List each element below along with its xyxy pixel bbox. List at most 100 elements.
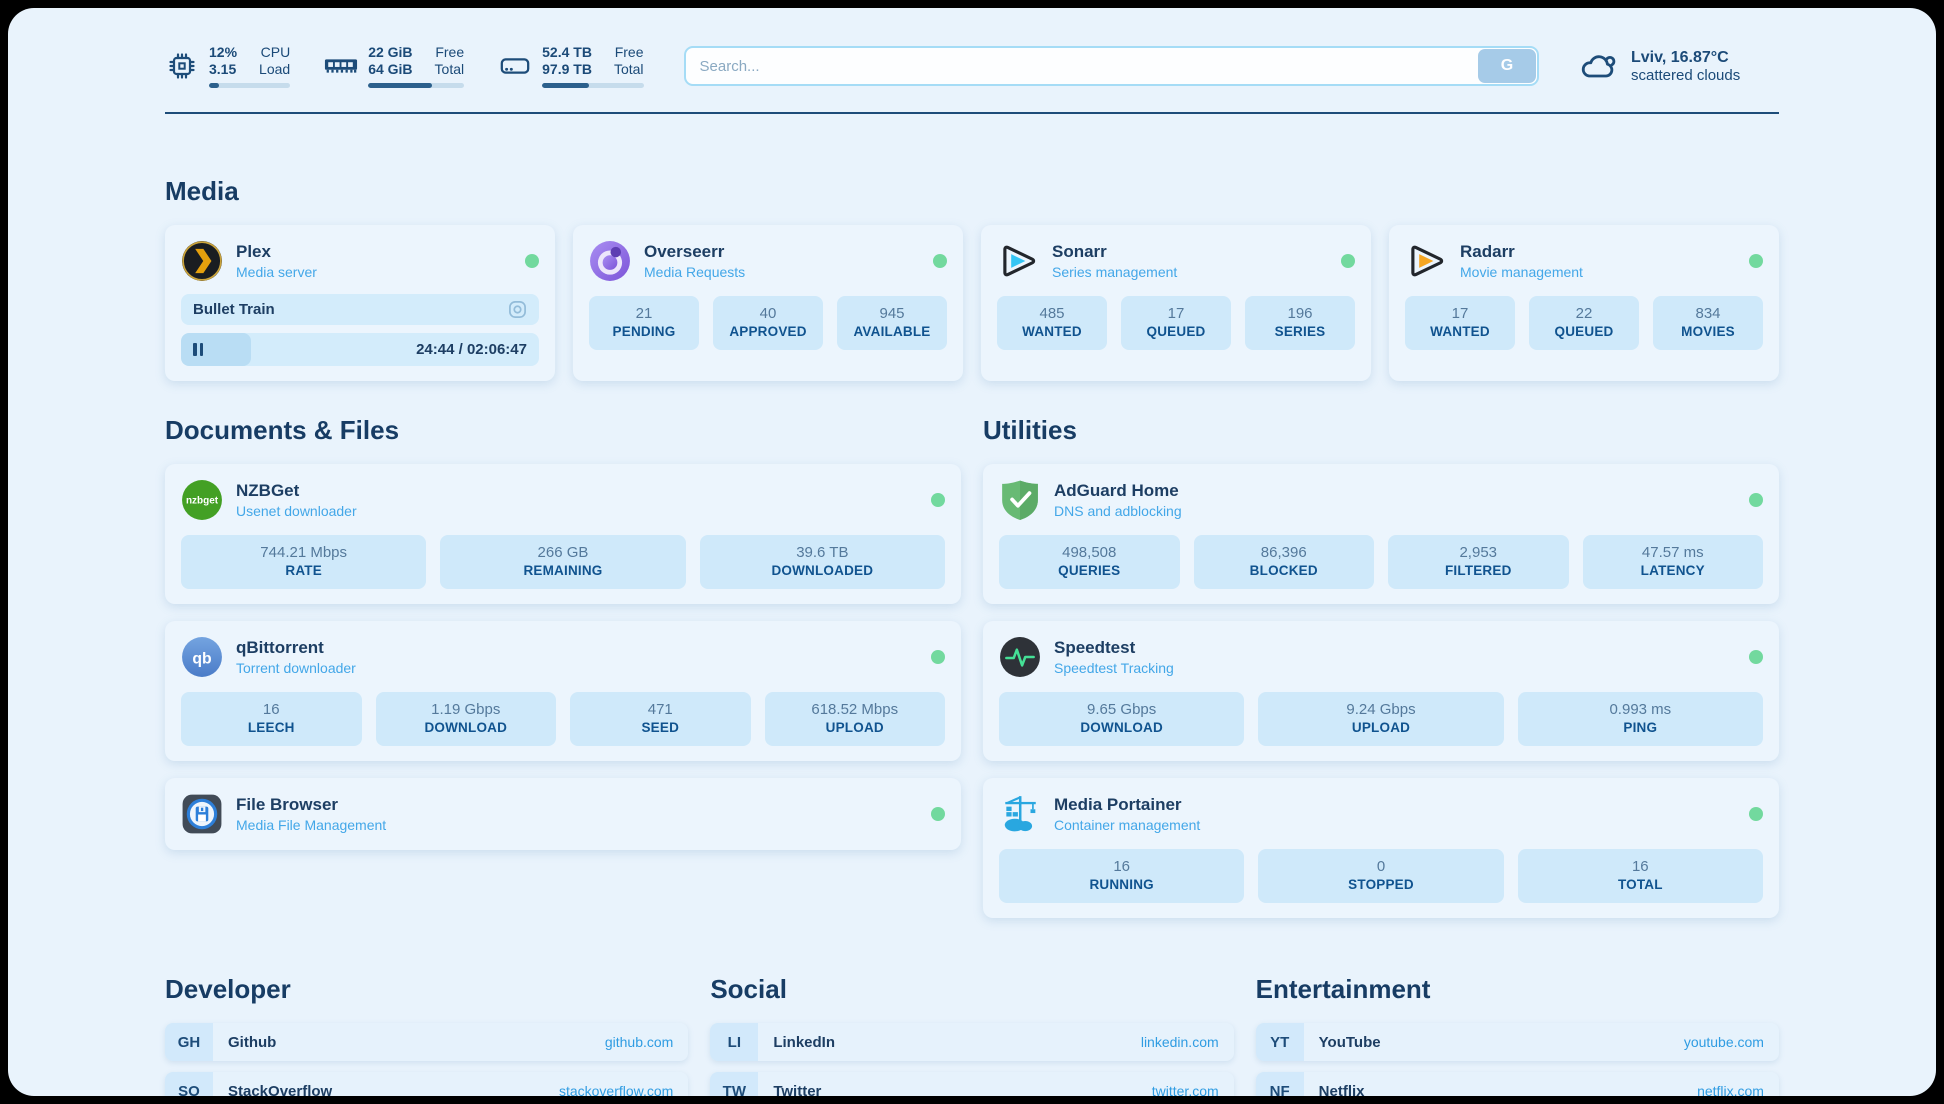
tile-value: 618.52 Mbps xyxy=(811,701,899,718)
link-item-linkedin[interactable]: LI LinkedIn linkedin.com xyxy=(710,1023,1234,1061)
stat-tile: 485 WANTED xyxy=(997,296,1107,350)
app-subtitle: Speedtest Tracking xyxy=(1054,660,1174,676)
app-subtitle: Usenet downloader xyxy=(236,503,357,519)
stat-tile: 498,508 QUERIES xyxy=(999,535,1180,589)
search-bar: G xyxy=(683,46,1539,86)
link-url: twitter.com xyxy=(1151,1083,1219,1096)
link-item-stackoverflow[interactable]: SO StackOverflow stackoverflow.com xyxy=(165,1072,689,1096)
app-card-nzbget[interactable]: nzbget NZBGet Usenet downloader 744.21 M… xyxy=(165,464,961,604)
tile-label: BLOCKED xyxy=(1249,563,1318,578)
playback-progress-bar[interactable]: 24:44 / 02:06:47 xyxy=(181,333,539,366)
link-abbr: YT xyxy=(1255,1023,1304,1061)
dashboard: 12% CPU 3.15 Load xyxy=(8,8,1936,1096)
app-card-filebrowser[interactable]: File Browser Media File Management xyxy=(165,778,961,850)
tile-label: RATE xyxy=(285,563,322,578)
status-dot xyxy=(931,807,945,821)
link-url: github.com xyxy=(604,1034,674,1050)
link-url: stackoverflow.com xyxy=(558,1083,674,1096)
search-engine-button[interactable]: G xyxy=(1478,49,1536,83)
stat-tile: 9.24 Gbps UPLOAD xyxy=(1258,692,1504,746)
tile-value: 17 xyxy=(1167,305,1185,322)
link-name: LinkedIn xyxy=(773,1033,835,1051)
weather-widget: Lviv, 16.87°C scattered clouds xyxy=(1579,49,1779,84)
tile-value: 39.6 TB xyxy=(796,544,849,561)
app-name: Overseerr xyxy=(644,242,725,261)
app-subtitle: Torrent downloader xyxy=(236,660,356,676)
link-item-github[interactable]: GH Github github.com xyxy=(165,1023,689,1061)
links-developer: Developer GH Github github.com SO StackO… xyxy=(165,974,689,1096)
app-card-speedtest[interactable]: Speedtest Speedtest Tracking 9.65 Gbps D… xyxy=(983,621,1779,761)
app-card-plex[interactable]: Plex Media server Bullet Train 24:44 / 0… xyxy=(165,225,555,381)
tile-value: 945 xyxy=(879,305,905,322)
app-card-adguard[interactable]: AdGuard Home DNS and adblocking 498,508 … xyxy=(983,464,1779,604)
top-bar: 12% CPU 3.15 Load xyxy=(165,34,1779,98)
cloud-icon xyxy=(1579,51,1619,81)
svg-text:nzbget: nzbget xyxy=(186,496,219,507)
app-card-radarr[interactable]: Radarr Movie management 17 WANTED 22 QUE… xyxy=(1389,225,1779,381)
tile-value: 196 xyxy=(1287,305,1313,322)
nzbget-icon: nzbget xyxy=(181,479,223,521)
tile-label: TOTAL xyxy=(1617,877,1663,892)
app-card-sonarr[interactable]: Sonarr Series management 485 WANTED 17 Q… xyxy=(981,225,1371,381)
app-subtitle: DNS and adblocking xyxy=(1054,503,1182,519)
media-cards-row: Plex Media server Bullet Train 24:44 / 0… xyxy=(165,225,1779,381)
tile-label: LEECH xyxy=(247,720,295,735)
now-playing-title: Bullet Train xyxy=(193,301,275,318)
stat-tile: 16 RUNNING xyxy=(999,849,1245,903)
link-item-netflix[interactable]: NF Netflix netflix.com xyxy=(1255,1072,1779,1096)
stat-tile: 16 TOTAL xyxy=(1517,849,1763,903)
stat-tile: 2,953 FILTERED xyxy=(1388,535,1569,589)
cpu-progress-bar xyxy=(209,83,291,88)
ram-stat: 22 GiB Free 64 GiB Total xyxy=(324,44,465,88)
cpu-usage-value: 12% xyxy=(209,44,238,60)
ram-label-1: Free xyxy=(435,44,465,60)
weather-condition: scattered clouds xyxy=(1631,66,1741,84)
link-item-youtube[interactable]: YT YouTube youtube.com xyxy=(1255,1023,1779,1061)
link-abbr: TW xyxy=(710,1072,759,1096)
stat-tile: 47.57 ms LATENCY xyxy=(1582,535,1763,589)
app-card-overseerr[interactable]: Overseerr Media Requests 21 PENDING 40 A… xyxy=(573,225,963,381)
tile-label: SEED xyxy=(641,720,680,735)
disk-free-value: 52.4 TB xyxy=(542,44,592,60)
app-subtitle: Media Requests xyxy=(644,264,746,280)
stat-tile: 0.993 ms PING xyxy=(1517,692,1763,746)
tile-label: MOVIES xyxy=(1681,324,1735,339)
stat-tile: 22 QUEUED xyxy=(1529,296,1639,350)
section-title-documents: Documents & Files xyxy=(165,415,400,445)
app-name: NZBGet xyxy=(236,481,300,500)
tile-label: QUEUED xyxy=(1554,324,1614,339)
status-dot xyxy=(525,254,539,268)
disk-total-value: 97.9 TB xyxy=(542,61,592,77)
tile-value: 0 xyxy=(1376,858,1386,875)
disk-progress-bar xyxy=(542,83,644,88)
link-item-twitter[interactable]: TW Twitter twitter.com xyxy=(710,1072,1234,1096)
adguard-icon xyxy=(999,479,1041,521)
link-abbr: GH xyxy=(165,1023,213,1061)
cpu-label-2: Load xyxy=(259,61,291,77)
tile-value: 1.19 Gbps xyxy=(431,701,501,718)
search-input[interactable] xyxy=(683,46,1539,86)
section-title-social: Social xyxy=(710,974,787,1004)
tile-value: 471 xyxy=(647,701,673,718)
tile-label: LATENCY xyxy=(1640,563,1705,578)
tile-label: UPLOAD xyxy=(825,720,884,735)
section-title-entertainment: Entertainment xyxy=(1255,974,1431,1004)
section-title-utilities: Utilities xyxy=(983,415,1077,445)
tile-value: 40 xyxy=(759,305,777,322)
links-entertainment: Entertainment YT YouTube youtube.com NF … xyxy=(1255,974,1779,1096)
tile-value: 744.21 Mbps xyxy=(260,544,348,561)
section-title-media: Media xyxy=(165,176,239,206)
app-card-portainer[interactable]: Media Portainer Container management 16 … xyxy=(983,778,1779,918)
status-dot xyxy=(931,650,945,664)
playback-time: 24:44 / 02:06:47 xyxy=(416,341,527,358)
now-playing-view-icon[interactable] xyxy=(508,300,527,319)
tile-label: FILTERED xyxy=(1444,563,1512,578)
app-subtitle: Media File Management xyxy=(236,817,387,833)
plex-icon xyxy=(181,240,223,282)
app-card-qbittorrent[interactable]: qb qBittorrent Torrent downloader 16 LEE… xyxy=(165,621,961,761)
app-name: Plex xyxy=(236,242,271,261)
link-url: linkedin.com xyxy=(1140,1034,1219,1050)
status-dot xyxy=(931,493,945,507)
ram-free-value: 22 GiB xyxy=(368,44,413,60)
